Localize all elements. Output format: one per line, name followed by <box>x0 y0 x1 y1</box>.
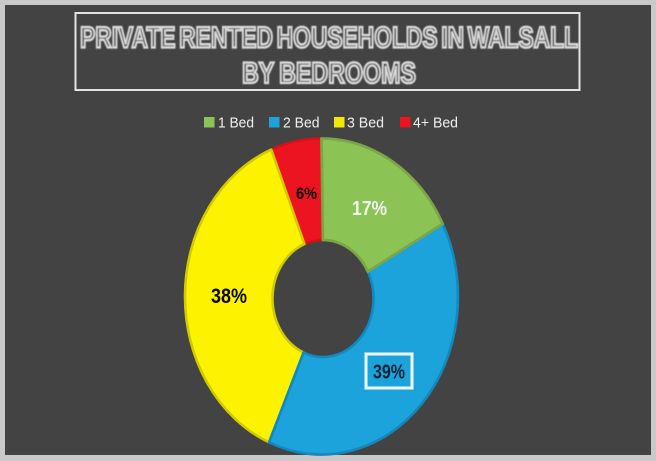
svg-text:2 Bed: 2 Bed <box>283 115 320 132</box>
svg-text:6%: 6% <box>296 184 317 203</box>
svg-text:BY BEDROOMS: BY BEDROOMS <box>242 57 416 90</box>
svg-text:39%: 39% <box>373 362 405 384</box>
svg-text:17%: 17% <box>352 198 387 220</box>
svg-text:4+ Bed: 4+ Bed <box>413 115 458 132</box>
svg-text:3 Bed: 3 Bed <box>347 115 384 132</box>
svg-text:PRIVATE RENTED HOUSEHOLDS IN W: PRIVATE RENTED HOUSEHOLDS IN WALSALL <box>80 22 578 55</box>
svg-text:1 Bed: 1 Bed <box>218 115 254 132</box>
svg-text:38%: 38% <box>211 285 247 308</box>
